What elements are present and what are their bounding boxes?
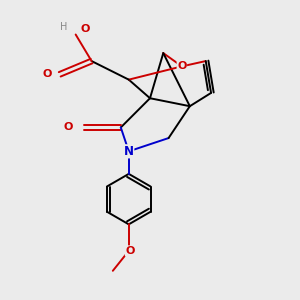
- Text: O: O: [64, 122, 73, 132]
- Text: O: O: [42, 69, 52, 79]
- Text: O: O: [177, 61, 187, 71]
- Text: N: N: [124, 145, 134, 158]
- Text: O: O: [81, 24, 90, 34]
- Text: H: H: [60, 22, 68, 32]
- Text: O: O: [125, 246, 135, 256]
